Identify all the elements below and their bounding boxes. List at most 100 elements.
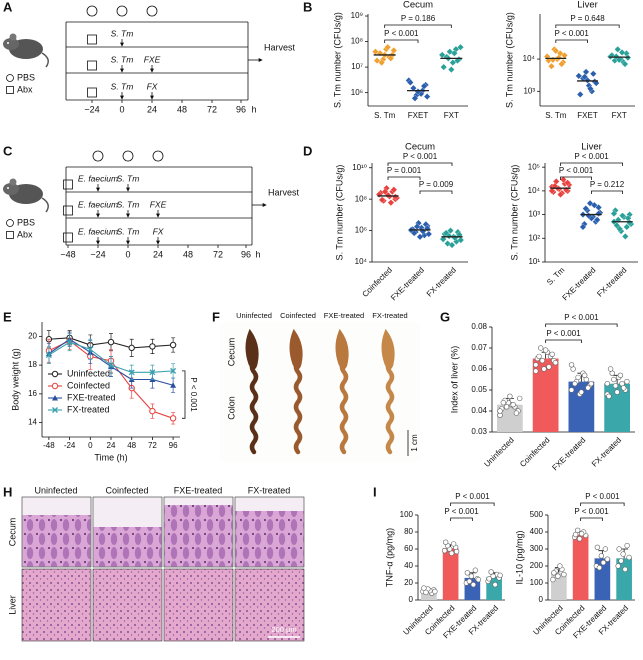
x-axis-label: Time (h) — [94, 452, 127, 462]
significance-bracket — [580, 517, 603, 521]
data-point — [552, 47, 560, 55]
x-tick-label: FXT — [612, 111, 627, 120]
data-point — [546, 364, 552, 370]
y-tick-label: 10⁷ — [351, 62, 363, 71]
harvest-label: Harvest — [268, 187, 300, 197]
data-point — [561, 571, 567, 578]
data-point — [586, 199, 594, 207]
data-point — [128, 344, 135, 352]
data-point — [128, 369, 135, 376]
y-tick-label: 0.05 — [471, 385, 487, 394]
significance-bracket — [419, 190, 453, 194]
bar — [572, 534, 589, 600]
data-point — [468, 573, 475, 579]
y-axis-label: S. Tm number (CFUs/g) — [334, 165, 344, 261]
y-tick-label: 80 — [404, 527, 413, 536]
data-point — [590, 201, 598, 209]
y-axis-label: Body weight (g) — [10, 348, 20, 411]
abx-symbol — [87, 34, 97, 45]
data-point — [568, 387, 575, 393]
y-tick-label: 10¹ — [528, 257, 540, 266]
data-point — [548, 62, 555, 70]
data-point — [421, 585, 427, 591]
legend-square — [6, 231, 14, 239]
data-point — [604, 556, 611, 562]
timeline-label: 24 — [147, 104, 157, 114]
bar — [616, 558, 632, 600]
timeline-label: 0 — [125, 249, 130, 259]
x-tick-label: FX-treated — [425, 266, 458, 299]
data-point — [608, 51, 616, 59]
data-point — [475, 576, 482, 583]
data-point — [442, 539, 449, 545]
legend-circle — [6, 219, 14, 227]
y-tick-label: 10⁴ — [528, 186, 541, 195]
column-label: FXE-treated — [324, 311, 364, 320]
y-tick-label: 0.07 — [471, 343, 487, 352]
annotation: P < 0.001 — [574, 152, 609, 161]
panel-label: B — [303, 0, 312, 14]
x-tick-label: -48 — [43, 441, 55, 450]
data-point — [149, 369, 156, 376]
bar — [442, 548, 459, 600]
timeline-label: h — [251, 104, 256, 114]
data-point — [497, 408, 503, 414]
data-point — [490, 573, 496, 579]
data-point — [564, 179, 572, 187]
data-point — [513, 410, 520, 416]
data-point — [619, 212, 626, 220]
data-point — [108, 362, 114, 369]
data-point — [548, 187, 556, 195]
harvest-label: Harvest — [264, 42, 296, 52]
data-point — [559, 176, 567, 183]
treatment-label: FX — [147, 81, 158, 91]
chart-title: Liver — [581, 142, 602, 153]
data-point — [453, 548, 460, 555]
treatment-label: FX — [153, 226, 164, 236]
significance-bracket — [387, 162, 453, 166]
x-tick-label: FXT — [444, 111, 459, 120]
annotation: P = 0.186 — [401, 14, 436, 23]
x-tick-label: FXE-treated — [389, 266, 426, 303]
y-tick-label: 10⁴ — [523, 54, 536, 63]
annotation: P = 0.009 — [419, 180, 454, 189]
x-tick-label: 0 — [88, 441, 93, 450]
data-point — [423, 589, 429, 596]
y-tick-label: 10⁶ — [355, 226, 367, 235]
data-point — [607, 366, 614, 372]
abx-symbol — [63, 205, 73, 216]
x-tick-label: FXET — [408, 111, 429, 120]
y-tick-label: 10² — [528, 233, 540, 242]
colon — [339, 359, 349, 455]
histology-cecum-tissue — [93, 527, 162, 567]
annotation: P = 0.212 — [590, 180, 625, 189]
data-point — [488, 569, 494, 575]
data-point — [470, 581, 477, 588]
data-point — [600, 559, 607, 566]
x-tick-label: Coinfected — [518, 436, 551, 469]
pbs-symbol — [92, 150, 104, 162]
data-point — [578, 389, 585, 395]
histology-liver — [163, 568, 234, 642]
legend-marker — [51, 382, 59, 390]
data-point — [549, 56, 557, 64]
data-point — [149, 343, 156, 350]
data-point — [585, 385, 591, 391]
data-point — [555, 54, 563, 62]
data-point — [613, 221, 621, 229]
significance-bracket — [450, 502, 495, 506]
chart-title: Cecum — [403, 0, 433, 11]
treatment-label: FXE — [144, 54, 161, 64]
data-point — [533, 368, 539, 374]
data-point — [448, 241, 456, 249]
x-tick-label: FX-treated — [595, 266, 628, 299]
data-point — [616, 546, 622, 552]
chart-title: Liver — [577, 0, 598, 11]
colon — [385, 359, 395, 455]
timeline-label: 72 — [213, 249, 223, 259]
timeline-label: 48 — [177, 104, 187, 114]
treatment-label: FXE — [150, 199, 167, 209]
x-tick-label: FXE-treated — [550, 436, 587, 473]
mouse-ear — [9, 178, 17, 186]
